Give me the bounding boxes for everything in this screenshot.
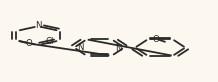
Text: O: O xyxy=(152,35,159,44)
Text: O: O xyxy=(26,39,32,48)
Text: Cl: Cl xyxy=(45,37,54,46)
Text: N: N xyxy=(115,44,122,53)
Text: N: N xyxy=(77,43,83,52)
Text: N: N xyxy=(35,21,41,30)
